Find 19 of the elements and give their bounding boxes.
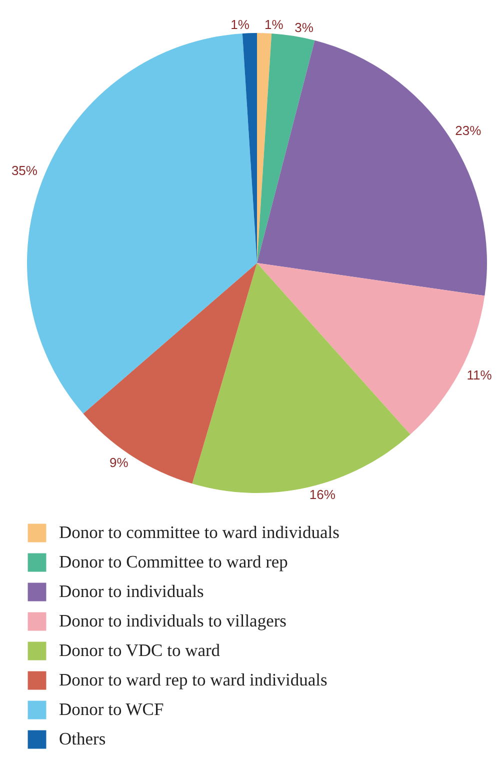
legend-label: Donor to individuals: [59, 581, 204, 601]
legend-label: Donor to individuals to villagers: [59, 610, 287, 630]
data-label: 1%: [230, 17, 250, 32]
legend-label: Donor to VDC to ward: [59, 640, 220, 660]
data-label: 3%: [294, 20, 314, 35]
pie-slice: [257, 40, 487, 296]
legend-label: Others: [59, 728, 106, 748]
data-label: 9%: [110, 455, 129, 470]
data-label: 11%: [466, 367, 492, 382]
pie-slice: [83, 263, 257, 484]
legend-label: Donor to ward rep to ward individuals: [59, 670, 328, 690]
data-label: 23%: [455, 123, 482, 138]
pie-slice: [257, 33, 315, 263]
legend-label: Donor to committee to ward individuals: [59, 522, 340, 542]
legend-label: Donor to WCF: [59, 699, 164, 719]
legend-label: Donor to Committee to ward rep: [59, 552, 288, 572]
data-label: 1%: [264, 17, 284, 32]
data-label: 35%: [11, 163, 38, 178]
data-label: 16%: [309, 487, 336, 502]
